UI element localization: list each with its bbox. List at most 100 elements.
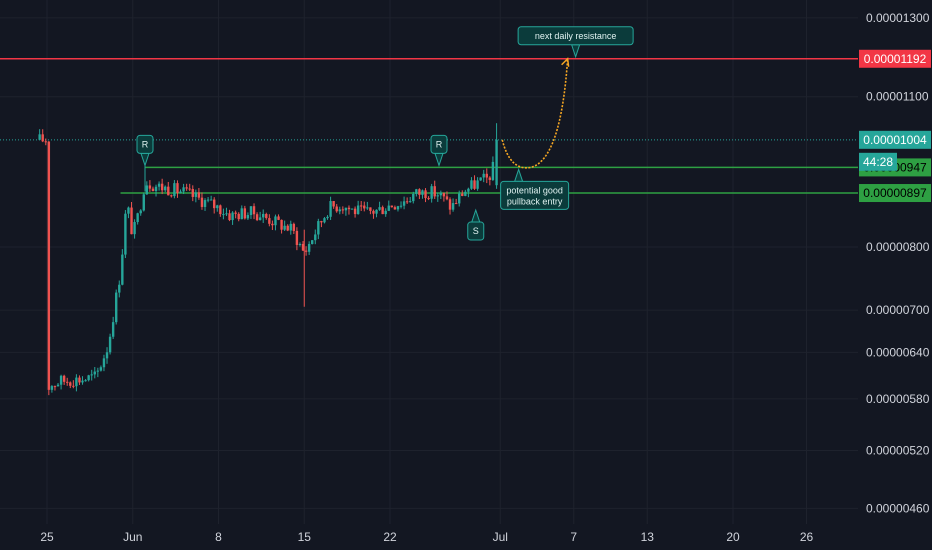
note-box [136,134,154,154]
candle-body [93,371,96,375]
candle-body [412,193,415,202]
candle-body [75,377,78,387]
candle-body [439,192,443,196]
price-tick-label: 0.00001300 [866,11,930,25]
candle-body [185,187,188,189]
candle-body [118,284,121,293]
support-marker: S [467,208,485,241]
candle-body [436,195,439,197]
candle-body [53,386,57,388]
candle-body [448,199,452,210]
candle-body [387,205,390,211]
candle-body [173,183,176,197]
price-tag [859,49,931,68]
time-axis: 25 Jun 8 15 22 Jul 7 13 20 26 [40,530,813,544]
candle-body [127,207,130,214]
candle-body [289,223,292,231]
candle-body [283,225,286,230]
note-text: R [142,139,149,149]
candle-body [424,190,427,199]
candle-body [421,190,424,195]
candle-body [69,382,72,386]
candle-body [268,218,271,224]
candle-body [38,134,41,140]
candle-body [445,196,449,200]
note-box [430,134,448,154]
candle-body [467,188,470,192]
candle-body [265,213,268,219]
candle-body [105,352,109,359]
next-resistance-note: next daily resistance [517,26,634,59]
candle-body [240,208,243,220]
candle-body [252,206,256,215]
candle-body [130,207,133,235]
candle-body [454,203,458,205]
candle-body [96,370,100,372]
candle-body [206,199,210,201]
price-tag-label: 0.00001004 [863,133,927,147]
candle-body [56,384,60,387]
candle-body [476,180,479,189]
date-tick-label: 13 [641,530,655,544]
candle-body [341,209,345,211]
candle-body [99,367,103,371]
candle-body [271,223,274,226]
candle-body [326,216,329,219]
candle-body [237,213,240,220]
candle-body [485,173,488,178]
note-text: next daily resistance [535,31,617,41]
note-text: R [436,139,443,149]
candle-body [197,192,201,198]
candle-body [298,243,302,245]
candle-body [430,186,433,199]
projection-path [501,58,569,169]
candle-body [344,207,348,211]
candle-body [108,336,112,353]
date-tick-label: Jun [123,530,142,544]
candle-body [390,205,394,208]
candle-body [139,210,142,214]
price-tag [859,130,931,149]
date-tick-label: 22 [383,530,397,544]
candle-body [384,210,387,215]
date-tick-label: 15 [298,530,312,544]
candle-body [84,380,87,382]
candle-body [409,201,412,203]
price-tick-label: 0.00000640 [866,345,930,359]
candle-body [142,194,145,211]
candle-body [314,234,317,241]
candle-body [62,375,66,382]
price-tick-label: 0.00000520 [866,443,930,457]
candle-body [200,197,204,207]
candle-body [286,225,289,231]
candle-body [320,221,323,223]
candle-body [179,191,182,193]
candle-body [121,254,124,285]
note-box [500,180,570,210]
horizontal-levels-layer [0,58,858,194]
candle-body [249,206,253,216]
candle-body [350,208,354,210]
candle-body [47,141,51,390]
candle-body [479,177,482,181]
candle-body [154,186,158,192]
projection-arrowhead [561,57,570,67]
candle-body [243,208,247,219]
candle-body [378,207,381,210]
candle-body [167,186,170,196]
candle-body [304,250,308,252]
candle-body [44,141,47,143]
candle-body [405,201,409,203]
candle-body [87,375,90,381]
candle-body [148,185,152,189]
candle-body [427,198,430,200]
candle-body [402,201,406,206]
candle-body [461,193,464,196]
candle-body [277,216,280,220]
candle-body [495,139,498,186]
projection-layer [501,57,570,169]
